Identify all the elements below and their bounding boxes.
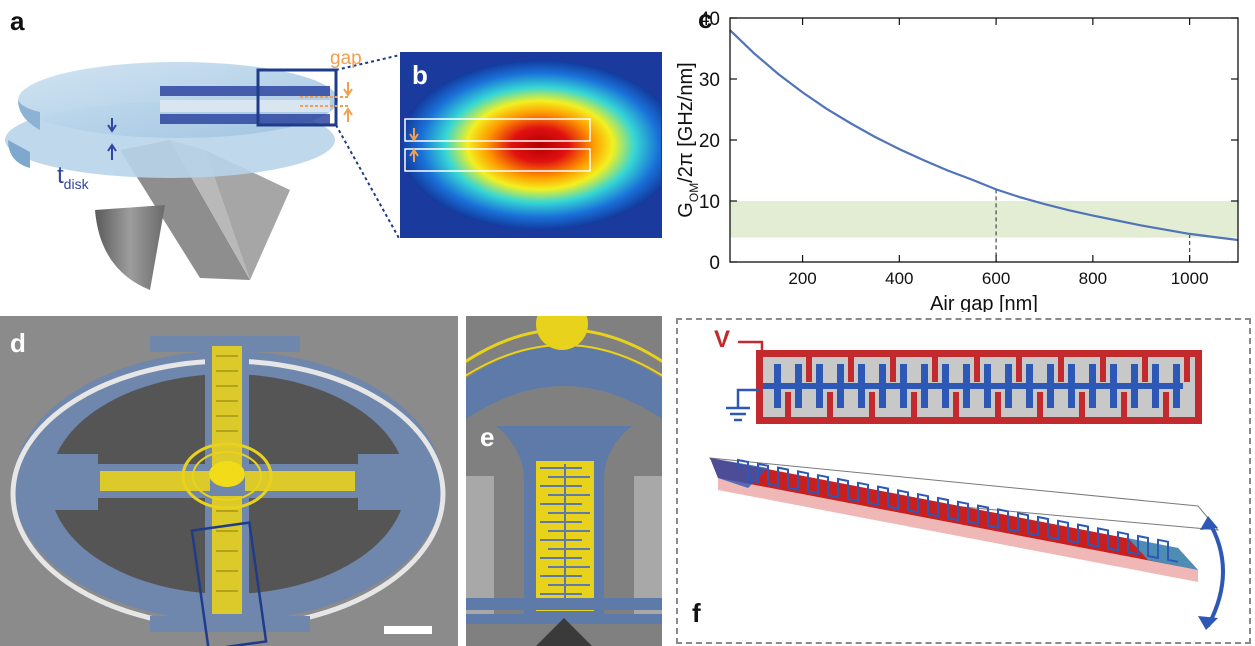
- voltage-label: V: [714, 326, 731, 353]
- series-line: [729, 29, 1239, 242]
- panel-f-label: f: [692, 598, 701, 628]
- thickness-symbol: t: [57, 162, 64, 189]
- y-tick-label: 0: [709, 253, 720, 274]
- sem-device-image: [0, 316, 458, 646]
- y-tick-label: 20: [699, 131, 720, 152]
- x-tick-label: 400: [885, 269, 913, 288]
- mode-field-map: [399, 51, 680, 239]
- thickness-label: tdisk: [57, 162, 89, 192]
- panel-e: e: [466, 316, 662, 646]
- x-tick-label: 600: [982, 269, 1010, 288]
- panel-f: V f: [676, 318, 1251, 644]
- panel-d-label: d: [10, 328, 26, 358]
- y-tick-label: 40: [699, 9, 720, 30]
- x-tick-label: 1000: [1171, 269, 1209, 288]
- panel-c: c 200 400 600 800 1000 0 10 20 30 40 Air gap [nm] G…: [660, 0, 1255, 312]
- sem-zoom-image: [466, 316, 662, 646]
- y-axis-label: GOM/2π [GHz/nm]: [675, 62, 701, 217]
- disk-illustration: [5, 54, 400, 290]
- panel-e-label: e: [480, 422, 495, 452]
- panel-b-label: b: [412, 60, 428, 90]
- electrode-schematic: [708, 340, 1225, 630]
- coupling-chart: 200 400 600 800 1000 0 10 20 30 40 Air gap [nm] GOM…: [675, 9, 1239, 312]
- y-tick-label: 30: [699, 70, 720, 91]
- scale-bar: [384, 626, 432, 634]
- highlight-band: [730, 201, 1238, 238]
- panel-c-label: c: [698, 4, 713, 34]
- panel-d: d: [0, 316, 458, 646]
- y-tick-label: 10: [699, 192, 720, 213]
- x-tick-label: 800: [1079, 269, 1107, 288]
- x-axis-label: Air gap [nm]: [930, 293, 1038, 312]
- gap-label: gap: [330, 48, 362, 69]
- panel-a: a: [0, 0, 400, 300]
- panel-a-label: a: [10, 6, 25, 36]
- panel-b: b: [399, 51, 680, 239]
- thickness-subscript: disk: [63, 175, 89, 192]
- y-label-rest: /2π [GHz/nm]: [675, 62, 697, 183]
- y-label-sub: OM: [687, 183, 701, 202]
- x-tick-label: 200: [788, 269, 816, 288]
- y-label-main: G: [675, 202, 697, 218]
